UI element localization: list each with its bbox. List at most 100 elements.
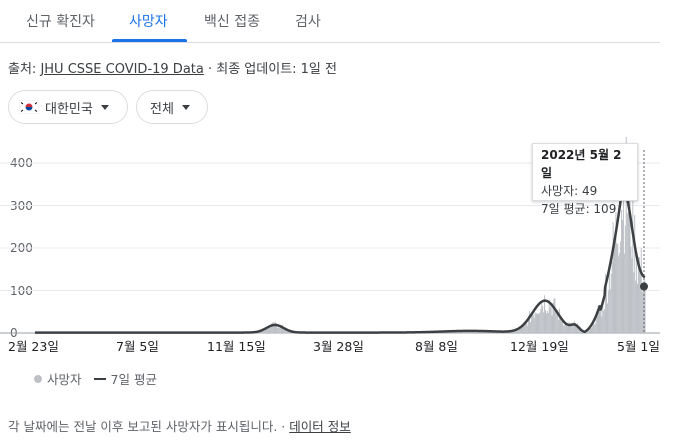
death-bar [615,211,617,333]
death-bar [480,331,482,333]
death-bar [549,307,551,333]
death-bar [562,325,564,333]
death-bar [533,317,535,333]
death-bar [477,331,479,333]
death-bar [616,243,618,333]
death-bar [522,323,524,333]
death-bar [509,332,511,333]
death-bar [548,299,550,333]
death-bar [276,325,278,333]
death-bar [570,325,572,333]
tooltip-deaths: 사망자: 49 [541,184,598,198]
death-bar [544,295,546,333]
tooltip-average: 7일 평균: 109 [541,202,617,216]
source-link[interactable]: JHU CSSE COVID-19 Data [40,62,204,77]
death-bar [515,330,517,333]
death-bar [472,331,474,333]
death-bar [535,313,537,333]
region-dropdown[interactable]: 대한민국 [8,90,128,124]
death-bar [614,239,616,333]
death-bar [530,315,532,333]
range-dropdown[interactable]: 전체 [136,90,208,124]
death-bar [272,322,274,333]
death-bar [281,326,283,333]
tab-vaccinations[interactable]: 백신 접종 [204,14,260,30]
death-bar [604,309,606,333]
death-bar [469,331,471,333]
death-bar [520,328,522,333]
death-bar [263,331,265,333]
death-bar [640,248,642,333]
chart-legend: 사망자 7일 평균 [34,369,157,388]
death-bar [462,331,464,333]
death-bar [542,305,544,333]
death-bar [568,323,570,333]
death-bar [553,298,555,333]
death-bar [528,315,530,333]
death-bar [482,331,484,333]
region-label: 대한민국 [45,101,93,117]
tab-new-cases[interactable]: 신규 확진자 [26,14,95,30]
deaths-chart[interactable] [0,0,685,345]
range-label: 전체 [150,101,174,117]
death-bar [628,187,630,333]
death-bar [609,289,611,333]
death-bar [588,329,590,333]
death-bar [576,323,578,333]
death-bar [630,246,632,333]
death-bar [621,210,623,333]
data-info-link[interactable]: 데이터 정보 [289,419,351,434]
death-bar [621,220,623,333]
death-bar [545,313,547,333]
death-bar [518,327,520,333]
death-bar [474,331,476,333]
seven-day-average-line [35,187,646,334]
death-bar [571,323,573,333]
death-bar [634,215,636,333]
death-bar [538,313,540,333]
death-bar [271,322,273,333]
death-bar [557,309,559,333]
death-bar [636,258,638,333]
death-bar [591,328,592,333]
footer-text: 각 날짜에는 전날 이후 보고된 사망자가 표시됩니다. · [8,419,290,434]
death-bar [473,331,475,333]
death-bar [556,310,558,333]
active-tab-indicator [112,39,187,42]
death-bar [268,326,270,333]
tab-tests[interactable]: 검사 [295,14,321,30]
death-bar [264,329,266,333]
death-bar [541,302,543,333]
death-bar [467,331,469,333]
death-bar [519,327,521,333]
death-bar [529,322,531,333]
death-bar [574,321,576,333]
tooltip-date: 2022년 5월 2일 [541,148,622,180]
death-bar [259,331,261,333]
death-bar [629,170,631,333]
tab-bar: 신규 확진자 사망자 백신 접종 검사 [0,0,660,43]
death-bar [598,310,600,333]
footer-note: 각 날짜에는 전날 이후 보고된 사망자가 표시됩니다. · 데이터 정보 [8,416,351,435]
tab-deaths[interactable]: 사망자 [129,14,168,30]
death-bar [637,283,639,333]
death-bar [606,275,608,333]
death-bar [468,331,470,333]
death-bar [617,243,619,333]
death-bar [643,275,645,333]
death-bar [551,315,553,333]
death-bar [593,324,595,333]
death-bar [573,322,575,333]
death-bar [554,298,556,333]
death-bar [470,331,472,333]
death-bar [581,331,583,333]
death-bar [555,311,557,333]
death-bar [590,324,592,333]
death-bar [282,324,284,333]
death-bar [547,312,549,333]
death-bar [603,310,605,333]
death-bar [514,330,516,333]
x-tick-label: 7월 5일 [116,339,159,354]
death-bar [596,309,598,333]
death-bar [452,332,453,333]
